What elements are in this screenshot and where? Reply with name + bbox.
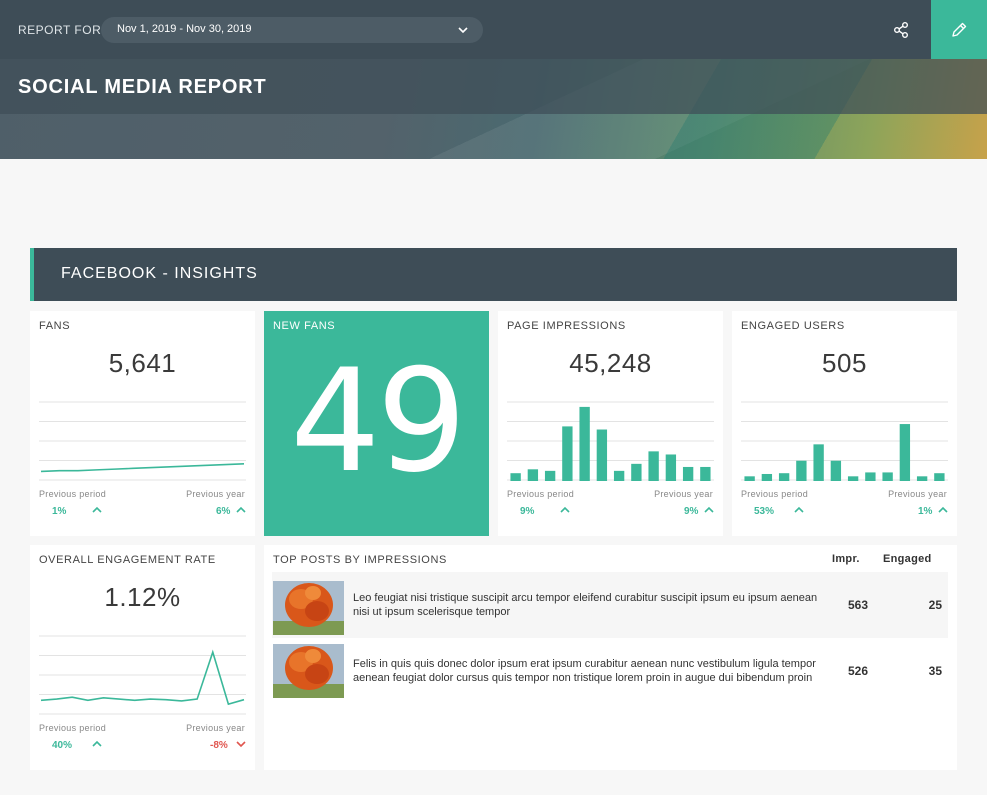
previous-period-change: 53% (754, 506, 775, 517)
column-header-engaged: Engaged (883, 553, 932, 565)
page-title: SOCIAL MEDIA REPORT (18, 76, 267, 98)
bar (544, 470, 556, 481)
previous-year-label: Previous year (186, 723, 245, 733)
bar (865, 472, 876, 481)
card-label: OVERALL ENGAGEMENT RATE (39, 554, 216, 566)
bar (665, 454, 677, 481)
bar (510, 473, 521, 481)
report-header: REPORT FOR Nov 1, 2019 - Nov 30, 2019 SO… (0, 0, 987, 159)
series-line (40, 649, 245, 706)
bar (899, 424, 911, 481)
date-range-value: Nov 1, 2019 - Nov 30, 2019 (117, 23, 252, 35)
post-engaged: 25 (928, 598, 942, 612)
bar (796, 460, 807, 481)
arrow-up-icon (794, 506, 804, 513)
page-impressions-bar-chart (507, 401, 714, 481)
bar (579, 406, 590, 481)
previous-period-change: 40% (52, 740, 73, 751)
share-icon (894, 22, 908, 38)
bar (934, 473, 945, 481)
bar (778, 473, 790, 481)
card-value: 1.12% (104, 582, 181, 612)
series-line (40, 463, 245, 473)
bar (562, 426, 573, 481)
post-engaged: 35 (928, 664, 942, 678)
card-label: FANS (39, 320, 71, 332)
engaged-users-card: ENGAGED USERS 505 Previous period Previo… (732, 311, 957, 536)
arrow-up-icon (236, 506, 246, 513)
previous-year-change: 1% (918, 506, 933, 517)
previous-period-change: 9% (520, 506, 535, 517)
previous-period-label: Previous period (507, 489, 575, 499)
previous-year-label: Previous year (888, 489, 947, 499)
bar (700, 466, 711, 481)
top-posts-card: TOP POSTS BY IMPRESSIONS Impr. Engaged L… (264, 545, 957, 770)
previous-year-change: -8% (210, 740, 228, 751)
title-band (0, 59, 987, 114)
bar (847, 476, 859, 481)
bar (596, 429, 608, 481)
fans-line-chart (39, 401, 246, 481)
bar (527, 469, 539, 481)
report-for-label: REPORT FOR (18, 23, 102, 37)
bar (813, 444, 824, 481)
section-title: FACEBOOK - INSIGHTS (61, 265, 258, 282)
previous-year-change: 6% (216, 506, 231, 517)
bar (631, 463, 642, 481)
bar (761, 473, 773, 481)
previous-period-label: Previous period (39, 723, 107, 733)
post-text: Felis in quis quis donec dolor ipsum era… (353, 658, 816, 684)
table-row[interactable]: Leo feugiat nisi tristique suscipit arcu… (272, 572, 948, 638)
card-value: 45,248 (569, 348, 652, 378)
post-impressions: 563 (847, 598, 868, 612)
column-header-impressions: Impr. (832, 553, 860, 565)
bar (682, 466, 694, 481)
card-label: PAGE IMPRESSIONS (507, 320, 626, 332)
post-impressions: 526 (847, 664, 868, 678)
page-impressions-card: PAGE IMPRESSIONS 45,248 Previous period … (498, 311, 723, 536)
card-label: TOP POSTS BY IMPRESSIONS (273, 554, 447, 566)
post-thumbnail (273, 581, 344, 635)
bar (882, 472, 893, 481)
share-button[interactable] (883, 17, 919, 43)
engagement-rate-line-chart (39, 635, 246, 715)
bar (916, 476, 928, 481)
previous-year-label: Previous year (186, 489, 245, 499)
card-label: NEW FANS (273, 320, 336, 332)
card-value: 5,641 (108, 348, 177, 378)
previous-period-change: 1% (52, 506, 67, 517)
arrow-up-icon (92, 506, 102, 513)
edit-button[interactable] (931, 0, 987, 59)
section-header: FACEBOOK - INSIGHTS (30, 248, 957, 301)
arrow-up-icon (704, 506, 714, 513)
table-row[interactable]: Felis in quis quis donec dolor ipsum era… (272, 638, 948, 704)
previous-year-change: 9% (684, 506, 699, 517)
fans-card: FANS 5,641 Previous period Previous year… (30, 311, 255, 536)
post-text: Leo feugiat nisi tristique suscipit arcu… (353, 592, 818, 618)
previous-period-label: Previous period (741, 489, 809, 499)
card-value: 49 (290, 339, 467, 504)
engagement-rate-card: OVERALL ENGAGEMENT RATE 1.12% Previous p… (30, 545, 255, 770)
pencil-icon (952, 22, 967, 37)
arrow-up-icon (938, 506, 948, 513)
new-fans-card: NEW FANS 49 (264, 311, 489, 536)
bar (648, 451, 659, 481)
engaged-users-bar-chart (741, 401, 948, 481)
previous-year-label: Previous year (654, 489, 713, 499)
card-label: ENGAGED USERS (741, 320, 845, 332)
chevron-down-icon (458, 27, 468, 34)
bar (744, 476, 755, 481)
bar (830, 460, 842, 481)
arrow-up-icon (92, 740, 102, 747)
bar (613, 470, 625, 481)
card-value: 505 (822, 348, 867, 378)
previous-period-label: Previous period (39, 489, 107, 499)
post-thumbnail (273, 644, 344, 698)
arrow-down-icon (236, 741, 246, 748)
date-range-select[interactable]: Nov 1, 2019 - Nov 30, 2019 (101, 17, 483, 43)
arrow-up-icon (560, 506, 570, 513)
